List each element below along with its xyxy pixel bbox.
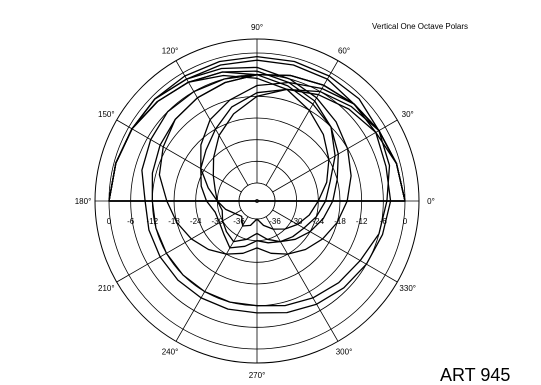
db-label-right: -30	[291, 217, 303, 226]
spoke-line	[116, 209, 242, 283]
db-label-left: -30	[212, 217, 224, 226]
db-label-left: -24	[190, 217, 202, 226]
angle-label: 120°	[162, 46, 179, 55]
model-label: ART 945	[440, 365, 511, 385]
series-layer	[108, 55, 406, 314]
angle-label: 240°	[162, 348, 179, 357]
db-label-right: 0	[403, 217, 408, 226]
db-label-left: -36	[233, 217, 245, 226]
db-label-left: -18	[168, 217, 180, 226]
angle-label: 150°	[98, 110, 115, 119]
angle-label: 90°	[251, 23, 263, 32]
chart-title: Vertical One Octave Polars	[372, 22, 469, 31]
angle-label: 60°	[338, 46, 350, 55]
polar-series-5	[108, 70, 406, 243]
angle-label: 30°	[402, 110, 414, 119]
polar-series-6	[108, 74, 406, 230]
db-label-right: -6	[380, 217, 388, 226]
angle-labels: 0° 30° 60° 90° 120° 150° 180° 210° 240° 270° 300° 3…	[75, 23, 435, 380]
db-label-right: -18	[334, 217, 346, 226]
db-label-left: 0	[107, 217, 112, 226]
polar-series-3	[108, 66, 406, 255]
db-label-left: -6	[127, 217, 135, 226]
angle-label: 330°	[399, 284, 416, 293]
spoke-line	[175, 60, 249, 186]
db-label-right: -24	[313, 217, 325, 226]
spoke-line	[116, 119, 242, 193]
angle-label: 270°	[249, 371, 266, 380]
angle-label: 0°	[427, 197, 435, 206]
spoke-line	[265, 216, 339, 342]
db-labels: 0 0 -6 -6 -12 -12 -18 -18 -24 -24 -30 -30 -36 -36	[107, 217, 408, 226]
angle-label: 180°	[75, 197, 92, 206]
db-label-right: -36	[269, 217, 281, 226]
spoke-line	[265, 60, 339, 186]
angle-label: 300°	[336, 348, 353, 357]
db-label-left: -12	[147, 217, 159, 226]
angle-label: 210°	[98, 284, 115, 293]
db-label-right: -12	[356, 217, 368, 226]
spoke-line	[272, 209, 398, 283]
spoke-line	[175, 216, 249, 342]
